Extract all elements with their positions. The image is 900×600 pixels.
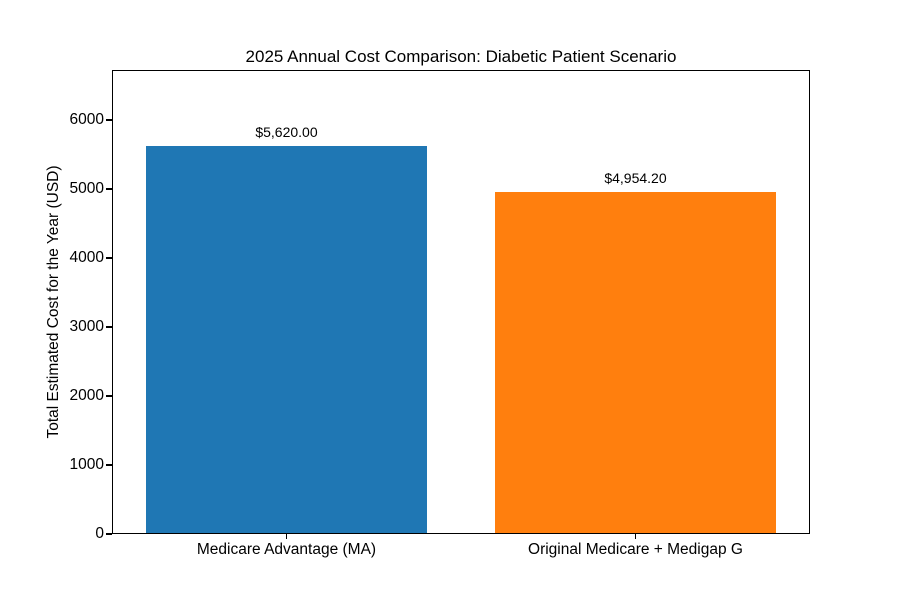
- bar-value-label: $5,620.00: [255, 124, 318, 141]
- y-tick-mark: [106, 257, 112, 259]
- chart-title: 2025 Annual Cost Comparison: Diabetic Pa…: [245, 47, 677, 66]
- y-tick-label: 2000: [69, 387, 104, 404]
- y-tick-mark: [106, 464, 112, 466]
- y-tick-label: 1000: [69, 456, 104, 473]
- y-tick-mark: [106, 395, 112, 397]
- y-tick-mark: [106, 326, 112, 328]
- x-tick-mark: [634, 534, 637, 539]
- y-tick-mark: [106, 188, 112, 190]
- y-tick-label: 4000: [69, 249, 104, 266]
- bar-original-medicare-medigap-g: [495, 192, 776, 534]
- x-tick-mark: [285, 534, 288, 539]
- x-tick-label-medicare-advantage-ma: Medicare Advantage (MA): [196, 541, 377, 558]
- y-tick-mark: [106, 533, 112, 535]
- y-tick-mark: [106, 119, 112, 121]
- y-tick-label: 5000: [69, 180, 104, 198]
- y-tick-label: 6000: [69, 111, 104, 129]
- bar-value-label: $4,954.20: [604, 170, 667, 187]
- bar-medicare-advantage-ma: [146, 146, 427, 534]
- x-tick-label-original-medicare-medigap-g: Original Medicare + Medigap G: [528, 541, 743, 558]
- y-tick-label: 3000: [69, 318, 104, 335]
- y-tick-label: 0: [95, 525, 104, 542]
